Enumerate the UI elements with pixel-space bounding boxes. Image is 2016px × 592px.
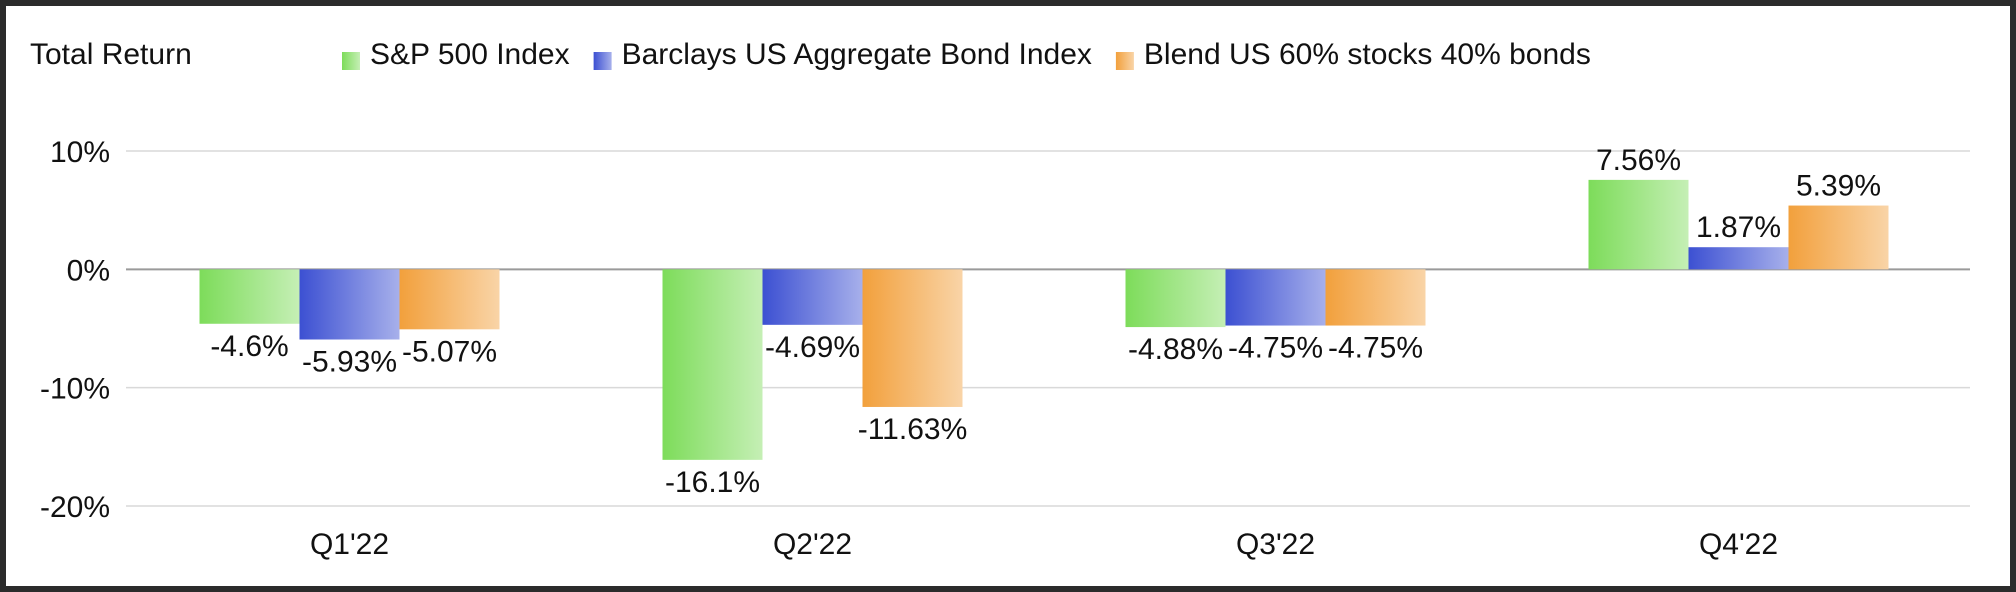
bar-s-p-500-index-q3-22 (1125, 269, 1226, 328)
data-label-s-p-500-index-q4-22: 7.56% (1596, 144, 1681, 177)
bar-blend-us-60-stocks-40-bonds-q2-22 (862, 269, 963, 407)
chart-title: Total Return (30, 38, 192, 71)
data-labels: -4.6% -5.93% -5.07% -16.1% -4.69% -11.63% -4.8… (210, 144, 1881, 499)
x-axis: Q1'22 Q2'22 Q3'22 Q4'22 (310, 528, 1778, 561)
bar-s-p-500-index-q2-22 (662, 269, 763, 460)
data-label-blend-us-60-stocks-40-bonds-q1-22: -5.07% (402, 335, 497, 368)
x-tick-label: Q4'22 (1699, 528, 1778, 561)
chart-frame: Total Return S&P 500 Index Barclays US Ag… (6, 6, 2010, 586)
bar-barclays-us-aggregate-bond-index-q1-22 (299, 269, 400, 340)
y-tick-label: -10% (40, 373, 110, 406)
y-axis: 10% 0% -10% -20% (40, 136, 110, 524)
data-label-blend-us-60-stocks-40-bonds-q2-22: -11.63% (858, 413, 968, 446)
data-label-barclays-us-aggregate-bond-index-q2-22: -4.69% (765, 331, 860, 364)
bar-s-p-500-index-q1-22 (199, 269, 300, 324)
bar-blend-us-60-stocks-40-bonds-q1-22 (399, 269, 500, 330)
legend-swatch-s-p-500-index (342, 52, 360, 70)
bar-blend-us-60-stocks-40-bonds-q3-22 (1325, 269, 1426, 326)
x-tick-label: Q3'22 (1236, 528, 1315, 561)
data-label-s-p-500-index-q2-22: -16.1% (665, 466, 760, 499)
legend-label-blend-us-60-stocks-40-bonds: Blend US 60% stocks 40% bonds (1144, 38, 1591, 71)
data-label-barclays-us-aggregate-bond-index-q1-22: -5.93% (302, 346, 397, 379)
bar-chart: Total Return S&P 500 Index Barclays US Ag… (30, 38, 1970, 561)
y-tick-label: 10% (50, 136, 110, 169)
legend: S&P 500 Index Barclays US Aggregate Bond … (342, 38, 1591, 71)
x-tick-label: Q1'22 (310, 528, 389, 561)
data-label-barclays-us-aggregate-bond-index-q3-22: -4.75% (1228, 332, 1323, 365)
x-tick-label: Q2'22 (773, 528, 852, 561)
data-label-blend-us-60-stocks-40-bonds-q4-22: 5.39% (1796, 170, 1881, 203)
legend-swatch-blend-us-60-stocks-40-bonds (1115, 52, 1134, 70)
data-label-blend-us-60-stocks-40-bonds-q3-22: -4.75% (1328, 332, 1423, 365)
bars (199, 179, 1889, 460)
bar-barclays-us-aggregate-bond-index-q2-22 (762, 269, 863, 325)
data-label-s-p-500-index-q3-22: -4.88% (1128, 333, 1223, 366)
y-tick-label: 0% (67, 254, 110, 287)
data-label-barclays-us-aggregate-bond-index-q4-22: 1.87% (1696, 211, 1781, 244)
data-label-s-p-500-index-q1-22: -4.6% (210, 330, 288, 363)
bar-blend-us-60-stocks-40-bonds-q4-22 (1788, 205, 1889, 270)
bar-s-p-500-index-q4-22 (1588, 179, 1689, 270)
bar-barclays-us-aggregate-bond-index-q3-22 (1225, 269, 1326, 326)
legend-label-barclays-us-aggregate-bond-index: Barclays US Aggregate Bond Index (622, 38, 1092, 71)
y-tick-label: -20% (40, 491, 110, 524)
bar-barclays-us-aggregate-bond-index-q4-22 (1688, 247, 1789, 270)
legend-swatch-barclays-us-aggregate-bond-index (593, 52, 612, 70)
legend-label-s-p-500-index: S&P 500 Index (370, 38, 570, 71)
